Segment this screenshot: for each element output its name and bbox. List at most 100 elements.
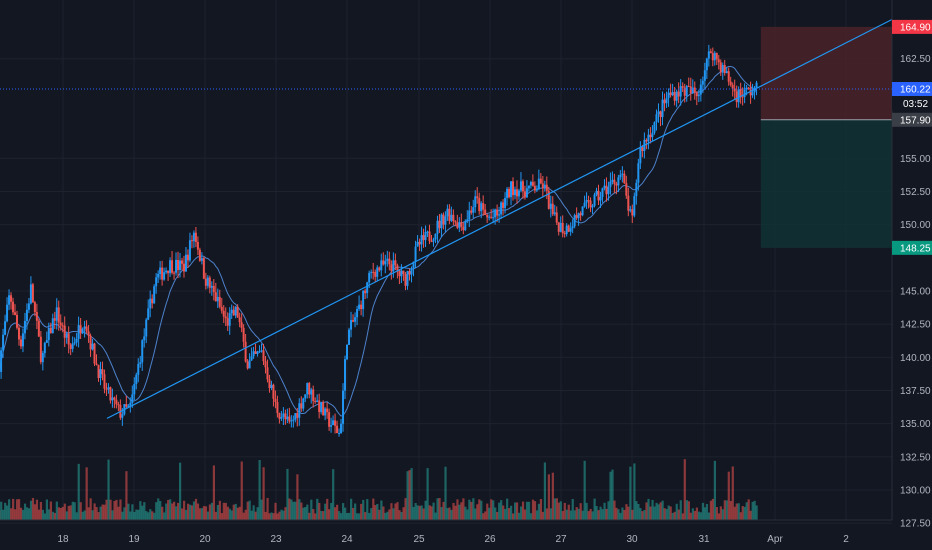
volume-bar — [693, 510, 696, 520]
candle-body — [147, 308, 150, 320]
long-position-tool[interactable] — [760, 26, 892, 248]
volume-bar — [159, 500, 162, 520]
volume-bar — [145, 511, 148, 520]
volume-bar — [378, 509, 381, 520]
candle-body — [334, 420, 337, 426]
volume-bar — [380, 500, 383, 520]
volume-bar — [256, 507, 259, 520]
candle-body — [270, 384, 273, 389]
candle-body — [278, 413, 281, 419]
candle-body — [380, 260, 383, 271]
candle-body — [543, 184, 546, 189]
volume-bar — [725, 500, 728, 520]
volume-bar — [352, 507, 355, 520]
candle-body — [454, 221, 457, 223]
volume-bar — [161, 506, 164, 520]
stop-price-label-bg — [892, 240, 932, 255]
candle-body — [693, 87, 696, 93]
trendline-segment — [106, 17, 896, 419]
candle-body — [695, 92, 698, 97]
candle-body — [81, 328, 84, 334]
candle-body — [0, 350, 3, 372]
price-tick-label: 142.50 — [900, 320, 931, 331]
candle-body — [111, 397, 114, 401]
candle-body — [527, 185, 530, 189]
candle-body — [683, 87, 686, 96]
candle-body — [218, 296, 221, 307]
candle-body — [292, 419, 295, 421]
candle-body — [214, 292, 217, 302]
candle-body — [113, 397, 116, 400]
candle-body — [557, 222, 560, 232]
candle-body — [340, 423, 343, 434]
volume-bar — [288, 498, 291, 520]
candle-body — [735, 91, 738, 103]
candle-body — [633, 196, 636, 216]
candle-body — [107, 387, 110, 390]
candle-body — [336, 425, 339, 434]
candle-body — [665, 98, 668, 104]
candle-body — [729, 81, 732, 85]
candle-body — [85, 326, 88, 332]
candle-body — [364, 290, 367, 294]
volume-bar — [15, 499, 19, 520]
volume-bar — [629, 466, 632, 520]
volume-bar — [175, 506, 178, 520]
volume-bar — [515, 502, 519, 520]
candle-body — [186, 254, 189, 261]
time-axis[interactable]: 18 19 20 23 24 25 26 27 30 31 Apr 2 — [0, 519, 892, 545]
candle-body — [515, 189, 518, 197]
volume-bar — [10, 508, 13, 520]
candle-body — [79, 325, 82, 334]
volume-bar — [326, 498, 329, 520]
candle-body — [434, 233, 437, 240]
candle-body — [163, 272, 166, 280]
candle-body — [671, 92, 674, 96]
trendline[interactable] — [106, 17, 896, 419]
volume-bar — [125, 471, 128, 520]
candle-body — [627, 195, 630, 211]
volume-bar — [308, 512, 311, 520]
volume-bar — [358, 513, 361, 520]
candle-body — [362, 290, 365, 310]
volume-bar — [93, 503, 96, 520]
volume-bar — [278, 511, 281, 520]
volume-bar — [8, 499, 11, 520]
volume-bar — [214, 511, 217, 520]
volume-bar — [75, 512, 78, 520]
candle-body — [739, 89, 742, 97]
volume-bar — [370, 508, 373, 520]
volume-bar — [49, 501, 52, 520]
volume-bar — [436, 498, 439, 520]
volume-bar — [521, 501, 525, 520]
volume-bar — [396, 502, 399, 520]
candle-body — [41, 353, 44, 363]
candle-body — [404, 274, 407, 286]
candle-body — [350, 320, 353, 330]
price-axis[interactable]: 162.50 155.00 152.50 150.00 145.00 142.50 140.… — [891, 0, 932, 550]
candle-body — [506, 188, 509, 198]
volume-bar — [117, 506, 120, 520]
volume-bar — [733, 506, 736, 520]
candle-body — [567, 225, 570, 232]
candle-body — [402, 270, 405, 275]
candle-body — [314, 400, 317, 403]
volume-bar — [109, 499, 112, 520]
volume-bar — [506, 498, 509, 520]
candle-body — [171, 260, 174, 273]
time-tick-label: 27 — [555, 534, 567, 545]
candle-body — [4, 321, 7, 335]
candle-body — [204, 278, 207, 286]
volume-bar — [705, 503, 709, 520]
volume-bar — [248, 500, 251, 520]
volume-bar — [35, 499, 39, 520]
candle-body — [535, 189, 538, 191]
volume-bar — [196, 503, 200, 520]
candle-body — [151, 298, 154, 304]
volume-bar — [238, 506, 241, 520]
volume-bar — [4, 502, 7, 520]
candle-body — [569, 228, 572, 232]
target-price-label-bg — [892, 19, 932, 34]
volume-bar — [547, 474, 550, 520]
